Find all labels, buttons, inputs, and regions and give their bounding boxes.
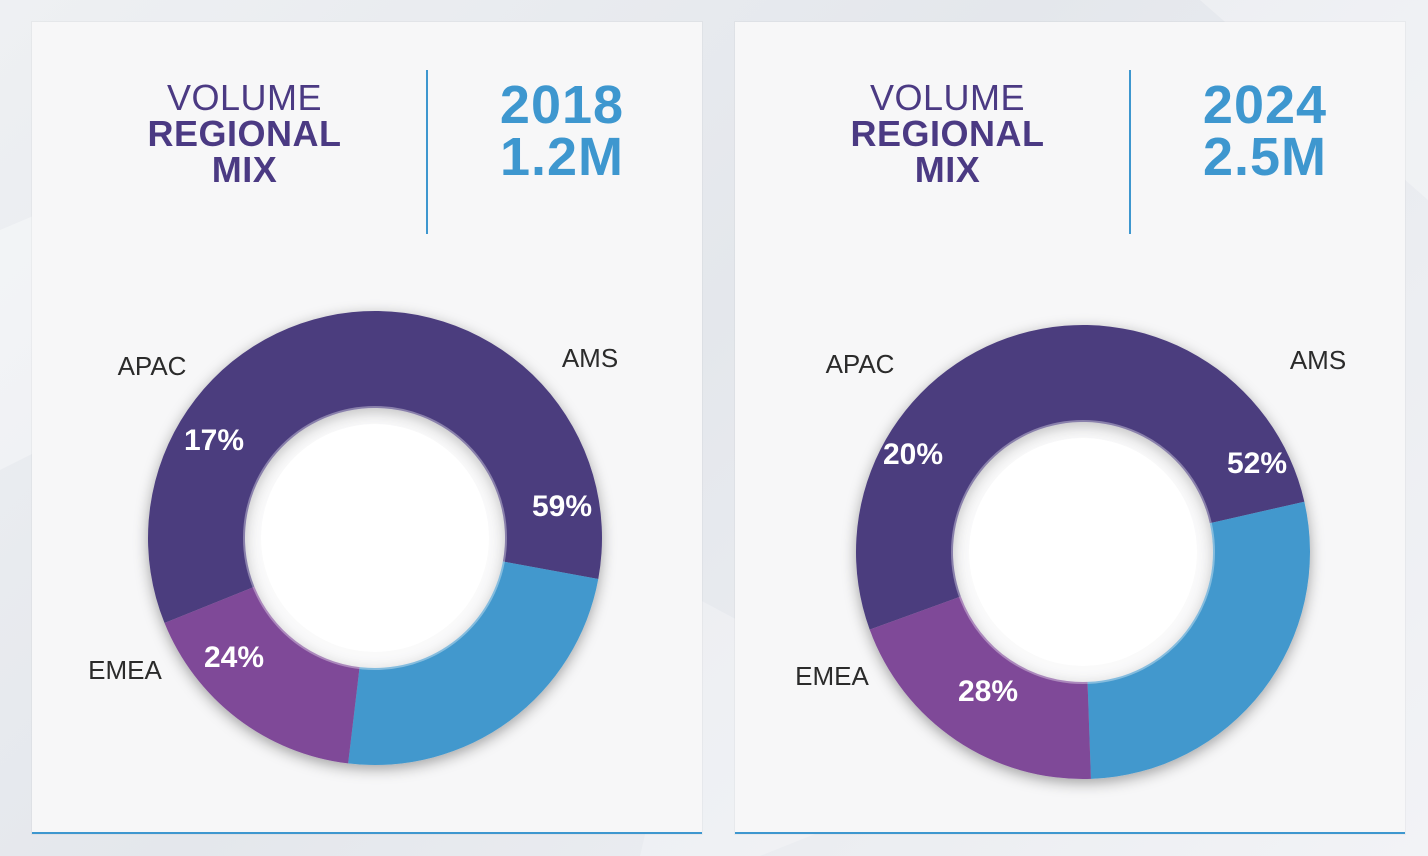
title-line-regional: REGIONAL [147,113,342,154]
stat-block: 2018 1.2M [462,78,662,184]
slice-value-label-emea: 28% [958,675,1018,708]
title-line-volume: VOLUME [869,77,1026,118]
slice-ams [855,324,1305,630]
donut-chart-2024: 52% AMS 28% EMEA 20% APAC [795,324,1346,779]
donut-hole [261,424,489,652]
inner-ring [951,420,1215,684]
chart-title: VOLUME REGIONAL MIX [795,80,1100,188]
slice-value-label-ams: 52% [1227,447,1287,480]
header-divider [1129,70,1131,234]
slice-emea [1087,501,1310,779]
title-line-mix: MIX [211,149,278,190]
slice-apac [164,586,360,764]
slice-ams [148,311,603,624]
inner-ring [243,406,507,670]
slice-value-label-apac: 17% [184,424,244,457]
chart-title: VOLUME REGIONAL MIX [92,80,397,188]
header-divider [426,70,428,234]
region-label-emea: EMEA [795,661,869,691]
region-label-ams: AMS [1290,345,1346,375]
slice-value-label-emea: 24% [204,641,264,674]
stat-total: 2.5M [1202,127,1328,187]
title-line-mix: MIX [914,149,981,190]
title-line-volume: VOLUME [166,77,323,118]
region-label-apac: APAC [118,351,187,381]
slice-apac [869,596,1091,779]
region-label-ams: AMS [562,343,618,373]
chart-panel-2024: VOLUME REGIONAL MIX 2024 2.5M 52% AMS 28% E… [735,22,1405,834]
donut-hole [969,438,1197,666]
stat-year: 2024 [1202,75,1328,135]
title-line-regional: REGIONAL [850,113,1045,154]
donut-chart-2018: 59% AMS 24% EMEA 17% APAC [88,311,618,765]
region-label-emea: EMEA [88,655,162,685]
stat-block: 2024 2.5M [1165,78,1365,184]
chart-panel-2018: VOLUME REGIONAL MIX 2018 1.2M 59% AMS 24% E… [32,22,702,834]
region-label-apac: APAC [826,349,895,379]
stat-year: 2018 [499,75,625,135]
slice-value-label-ams: 59% [532,490,592,523]
stat-total: 1.2M [499,127,625,187]
slice-emea [348,561,599,765]
slice-value-label-apac: 20% [883,438,943,471]
donut-slices [148,311,603,765]
donut-slices [855,324,1310,779]
